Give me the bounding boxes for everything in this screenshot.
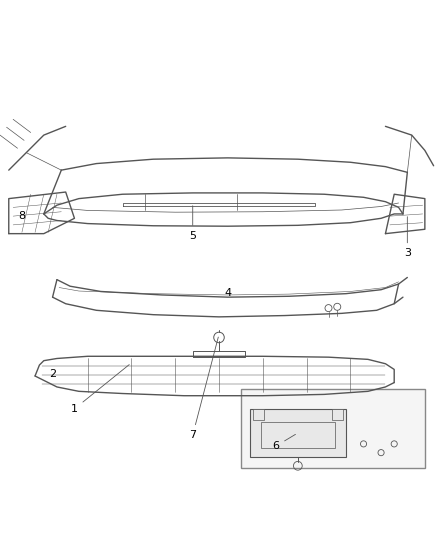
Text: 8: 8 [18, 211, 25, 221]
FancyBboxPatch shape [332, 409, 343, 420]
Text: 4: 4 [224, 288, 231, 298]
Text: 6: 6 [272, 434, 296, 451]
FancyBboxPatch shape [250, 409, 346, 457]
Text: 2: 2 [49, 369, 56, 379]
FancyBboxPatch shape [253, 409, 264, 420]
FancyBboxPatch shape [261, 422, 335, 448]
Text: 5: 5 [189, 206, 196, 241]
FancyBboxPatch shape [241, 389, 425, 468]
Text: 3: 3 [404, 217, 411, 259]
Text: 7: 7 [189, 337, 218, 440]
Text: 1: 1 [71, 365, 129, 414]
